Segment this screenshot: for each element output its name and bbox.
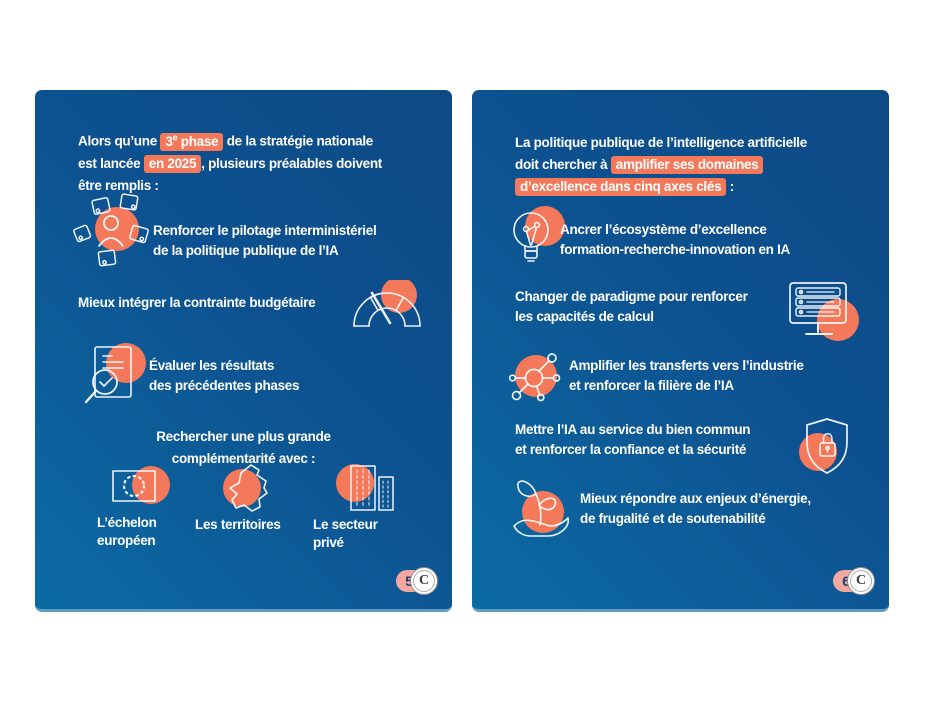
item-text-compute: Changer de paradigme pour renforcer les …: [515, 287, 748, 327]
partner-label-line: européen: [97, 533, 156, 548]
item-line: Mettre l’IA au service du bien commun: [515, 422, 751, 437]
highlight-text: 3: [165, 133, 173, 149]
partner-label-line: privé: [313, 535, 344, 550]
item-line: formation-recherche-innovation en IA: [560, 242, 790, 257]
item-line: des précédentes phases: [149, 378, 300, 393]
header-text: :: [726, 179, 735, 194]
partner-private-sector: Le secteur privé: [313, 462, 417, 552]
private-sector-buildings-icon: [335, 462, 417, 514]
item-line: Évaluer les résultats: [149, 358, 275, 373]
lightbulb-ecosystem-icon: [503, 204, 567, 272]
france-map-icon: [221, 462, 307, 514]
ministries-icon: [73, 192, 157, 272]
header-line-1: La politique publique de l’intelligence …: [515, 135, 807, 150]
hand-plant-icon: [506, 473, 576, 545]
partner-europe: L’échelon européen: [97, 462, 201, 550]
item-line: de la politique publique de l’IA: [153, 243, 339, 258]
item-text-budget: Mieux intégrer la contrainte budgétaire: [78, 293, 316, 313]
item-line: de frugalité et de soutenabilité: [580, 511, 766, 526]
item-line: et renforcer la confiance et la sécurité: [515, 442, 747, 457]
right-card-header: La politique publique de l’intelligence …: [515, 132, 807, 198]
header-line-1: Alors qu’une 3e phase de la stratégie na…: [78, 126, 382, 153]
partner-label: Le secteur privé: [313, 516, 417, 552]
header-text: de la stratégie nationale: [223, 133, 374, 149]
item-line: Mieux répondre aux enjeux d’énergie,: [580, 491, 811, 506]
partner-label: L’échelon européen: [97, 514, 201, 550]
header-text: Alors qu’une: [78, 133, 161, 149]
item-line: Changer de paradigme pour renforcer: [515, 289, 748, 304]
highlight-en-2025: en 2025: [143, 154, 202, 173]
compute-server-icon: [786, 278, 862, 342]
logo-letter: C: [855, 573, 867, 588]
highlight-sup: e: [172, 132, 178, 142]
budget-gauge-icon: [347, 280, 425, 330]
item-line: Ancrer l’écosystème d’excellence: [560, 222, 767, 237]
logo-letter: C: [418, 573, 430, 588]
header-text: doit chercher à: [515, 157, 611, 172]
cour-des-comptes-logo: C: [847, 567, 875, 595]
partner-label: Les territoires: [195, 516, 307, 534]
item-line: Renforcer le pilotage interministériel: [153, 223, 377, 238]
partner-label-line: L’échelon: [97, 515, 157, 530]
cour-des-comptes-logo: C: [410, 567, 438, 595]
slide-card-preconditions: Alors qu’une 3e phase de la stratégie na…: [35, 90, 452, 612]
complementarity-subheading: Rechercher une plus grande complémentari…: [35, 426, 452, 470]
partner-label-line: Le secteur: [313, 517, 378, 532]
header-line-2: est lancée en 2025, plusieurs préalables…: [78, 153, 382, 175]
item-text-sustainability: Mieux répondre aux enjeux d’énergie, de …: [580, 489, 811, 529]
item-text-industry: Amplifier les transferts vers l’industri…: [569, 356, 804, 396]
highlight-3e-phase: 3e phase: [160, 132, 224, 151]
evaluation-search-icon: [79, 340, 149, 412]
header-line-3: être remplis :: [78, 177, 159, 193]
item-text-trust: Mettre l’IA au service du bien commun et…: [515, 420, 751, 460]
shield-lock-icon: [797, 414, 857, 478]
highlight-excellence: d’excellence dans cinq axes clés: [515, 178, 727, 196]
highlight-amplifier: amplifier ses domaines: [610, 156, 764, 174]
subheading-line: complémentarité avec :: [171, 451, 316, 466]
header-line-2: doit chercher à amplifier ses domaines: [515, 154, 807, 176]
network-molecule-icon: [506, 348, 566, 408]
item-line: les capacités de calcul: [515, 309, 654, 324]
left-card-header: Alors qu’une 3e phase de la stratégie na…: [78, 126, 382, 197]
item-line: Amplifier les transferts vers l’industri…: [569, 358, 804, 373]
slide-card-five-axes: La politique publique de l’intelligence …: [472, 90, 889, 612]
header-line-3: d’excellence dans cinq axes clés :: [515, 176, 807, 198]
partner-territories: Les territoires: [195, 462, 307, 534]
partner-label-line: Les territoires: [195, 517, 281, 532]
page-number-badge: 6 C: [833, 567, 875, 595]
subheading-line: Rechercher une plus grande: [156, 429, 331, 444]
header-text: est lancée: [78, 155, 144, 171]
header-text: , plusieurs préalables doivent: [201, 155, 382, 171]
item-text-pilotage: Renforcer le pilotage interministériel d…: [153, 221, 377, 261]
item-text-evaluate: Évaluer les résultats des précédentes ph…: [149, 356, 300, 396]
item-line: et renforcer la filière de l’IA: [569, 378, 734, 393]
eu-flag-icon: [109, 462, 201, 512]
item-line: Mieux intégrer la contrainte budgétaire: [78, 295, 316, 310]
highlight-text: phase: [177, 133, 219, 149]
item-text-ecosystem: Ancrer l’écosystème d’excellence formati…: [560, 220, 790, 260]
page-number-badge: 5 C: [396, 567, 438, 595]
